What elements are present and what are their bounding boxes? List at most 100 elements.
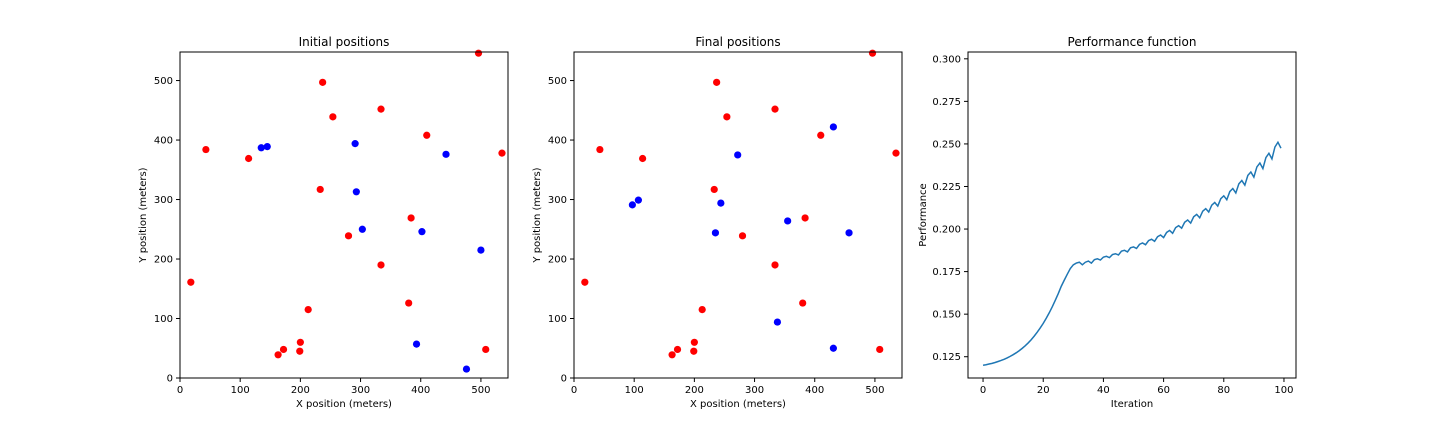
scatter-point bbox=[245, 154, 253, 163]
y-tick-label: 500 bbox=[548, 76, 567, 87]
y-axis-label: Y position (meters) bbox=[138, 167, 149, 263]
scatter-point bbox=[799, 299, 807, 307]
scatter-point bbox=[377, 261, 385, 269]
scatter-point bbox=[829, 123, 837, 131]
x-tick-label: 0 bbox=[177, 385, 183, 396]
scatter-point bbox=[474, 49, 483, 57]
y-tick-label: 0.275 bbox=[932, 97, 961, 108]
x-tick-label: 500 bbox=[471, 385, 490, 396]
y-tick-label: 300 bbox=[548, 195, 567, 206]
scatter-point bbox=[581, 278, 589, 286]
x-axis-label: Iteration bbox=[1111, 399, 1153, 410]
y-tick-label: 0.225 bbox=[932, 182, 961, 193]
scatter-point bbox=[690, 338, 698, 346]
scatter-point bbox=[723, 113, 731, 121]
x-tick-label: 200 bbox=[291, 385, 310, 396]
scatter-point bbox=[773, 318, 782, 326]
scatter-point bbox=[784, 217, 792, 225]
scatter-point bbox=[462, 365, 471, 373]
scatter-point bbox=[344, 232, 353, 240]
scatter-point bbox=[352, 188, 360, 196]
scatter-point bbox=[771, 105, 779, 113]
x-tick-label: 300 bbox=[745, 385, 764, 396]
scatter-point bbox=[713, 78, 721, 86]
scatter-point bbox=[876, 345, 884, 354]
y-tick-label: 400 bbox=[548, 136, 567, 147]
scatter-point bbox=[279, 345, 288, 354]
plot-frame bbox=[179, 51, 509, 379]
scatter-point bbox=[423, 131, 431, 139]
x-tick-label: 200 bbox=[685, 385, 704, 396]
scatter-point bbox=[738, 232, 747, 240]
chart-title: Performance function bbox=[1068, 35, 1197, 49]
scatter-point bbox=[673, 345, 682, 354]
y-tick-label: 300 bbox=[154, 195, 173, 206]
scatter-point bbox=[329, 113, 337, 121]
y-axis-label: Performance bbox=[918, 183, 929, 246]
x-tick-label: 400 bbox=[411, 385, 430, 396]
chart-panel-0: Initial positions 0 100 200 300 400 500 0 100 200… bbox=[138, 35, 509, 410]
x-tick-label: 40 bbox=[1097, 385, 1110, 396]
scatter-point bbox=[634, 196, 642, 204]
scatter-point bbox=[845, 229, 853, 237]
scatter-point bbox=[690, 347, 698, 355]
scatter-point bbox=[316, 185, 324, 194]
y-tick-label: 400 bbox=[154, 136, 173, 147]
scatter-point bbox=[892, 149, 900, 157]
y-tick-label: 0.300 bbox=[932, 54, 961, 65]
scatter-point bbox=[717, 199, 725, 207]
y-axis-label: Y position (meters) bbox=[532, 167, 543, 263]
scatter-point bbox=[274, 351, 282, 359]
series-line bbox=[982, 140, 1282, 366]
y-tick-label: 0.200 bbox=[932, 225, 961, 236]
chart-panel-2: Performance function 0 20 40 60 80 100 0.125 0.1… bbox=[918, 35, 1297, 410]
x-tick-label: 100 bbox=[1274, 385, 1293, 396]
scatter-point bbox=[407, 214, 415, 222]
x-tick-label: 500 bbox=[865, 385, 884, 396]
y-tick-label: 200 bbox=[548, 255, 567, 266]
scatter-point bbox=[498, 149, 506, 157]
y-tick-label: 0 bbox=[167, 374, 173, 385]
scatter-point bbox=[257, 144, 265, 152]
scatter-point bbox=[734, 151, 742, 159]
y-tick-label: 200 bbox=[154, 255, 173, 266]
plot-frame bbox=[967, 51, 1297, 379]
x-axis-label: X position (meters) bbox=[690, 399, 786, 410]
y-tick-label: 500 bbox=[154, 76, 173, 87]
scatter-point bbox=[801, 214, 809, 222]
y-tick-label: 0.175 bbox=[932, 267, 961, 278]
scatter-point bbox=[639, 154, 647, 163]
y-tick-label: 0 bbox=[561, 374, 567, 385]
y-tick-label: 100 bbox=[154, 314, 173, 325]
scatter-point bbox=[829, 344, 837, 352]
scatter-point bbox=[304, 305, 312, 314]
scatter-point bbox=[405, 299, 413, 307]
scatter-point bbox=[377, 105, 385, 113]
chart-title: Final positions bbox=[695, 35, 780, 49]
x-tick-label: 80 bbox=[1217, 385, 1230, 396]
scatter-point bbox=[668, 351, 676, 359]
x-tick-label: 20 bbox=[1037, 385, 1050, 396]
scatter-point bbox=[628, 201, 636, 209]
scatter-point bbox=[412, 340, 421, 348]
scatter-point bbox=[187, 278, 195, 286]
x-tick-label: 400 bbox=[805, 385, 824, 396]
scatter-point bbox=[351, 140, 359, 148]
scatter-point bbox=[771, 261, 779, 269]
plot-frame bbox=[573, 51, 903, 379]
chart-title: Initial positions bbox=[299, 35, 390, 49]
scatter-point bbox=[477, 246, 485, 254]
x-tick-label: 60 bbox=[1157, 385, 1170, 396]
y-tick-label: 0.250 bbox=[932, 139, 961, 150]
scatter-point bbox=[358, 225, 366, 233]
x-tick-label: 0 bbox=[980, 385, 986, 396]
x-axis-label: X position (meters) bbox=[296, 399, 392, 410]
scatter-point bbox=[319, 78, 327, 86]
scatter-point bbox=[710, 185, 718, 194]
x-tick-label: 100 bbox=[231, 385, 250, 396]
scatter-point bbox=[442, 150, 450, 158]
scatter-point bbox=[698, 305, 706, 314]
scatter-point bbox=[711, 229, 720, 237]
y-tick-label: 100 bbox=[548, 314, 567, 325]
scatter-point bbox=[296, 338, 304, 346]
